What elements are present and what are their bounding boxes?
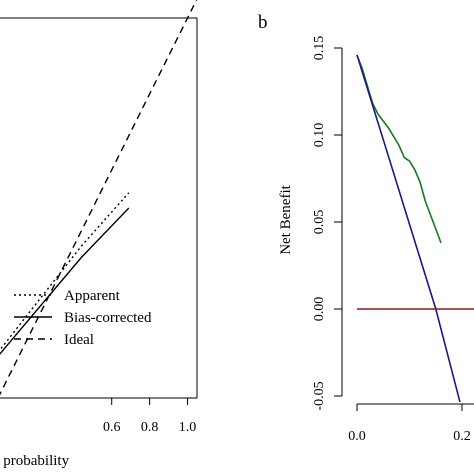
net-benefit-series <box>356 54 474 402</box>
calibration-line-solid <box>0 207 130 355</box>
calibration-legend: Apparent Bias-corrected Ideal <box>14 288 152 348</box>
calibration-panel: 0.6 0.8 1.0 d probability Apparent Bias-cor… <box>0 0 198 469</box>
net-benefit-lines <box>356 54 474 402</box>
calibration-x-axis: 0.6 0.8 1.0 <box>103 398 196 435</box>
net-benefit-x-tick-label: 0.0 <box>348 429 366 444</box>
net-benefit-y-tick-label: 0.05 <box>312 210 327 235</box>
net-benefit-y-tick-label: 0.00 <box>312 297 327 322</box>
net-benefit-x-axis: 0.0 0.2 <box>348 403 474 444</box>
net-benefit-y-axis: -0.05 0.00 0.05 0.10 0.15 <box>312 36 343 411</box>
panel-label-b: b <box>258 12 268 33</box>
net-benefit-panel: b -0.05 0.00 0.05 0.10 0.15 0.0 0.2 Net Benef… <box>258 12 474 444</box>
calibration-x-axis-label: d probability <box>0 453 70 469</box>
calibration-line-dashed <box>0 0 198 396</box>
net-benefit-model-curve <box>356 54 442 244</box>
net-benefit-y-tick-label: -0.05 <box>312 381 327 410</box>
legend-entry-label: Apparent <box>64 288 121 304</box>
net-benefit-treat-all-line <box>356 54 461 402</box>
legend-entry-label: Ideal <box>64 332 94 348</box>
legend-entry-label: Bias-corrected <box>64 310 152 326</box>
net-benefit-y-axis-label: Net Benefit <box>278 184 294 254</box>
calibration-x-tick-label: 0.6 <box>103 420 121 435</box>
net-benefit-y-tick-label: 0.10 <box>312 123 327 148</box>
calibration-x-tick-label: 1.0 <box>179 420 197 435</box>
calibration-plot-frame <box>0 17 198 399</box>
net-benefit-x-tick-label: 0.2 <box>453 429 471 444</box>
calibration-line-dotted <box>0 192 130 351</box>
net-benefit-y-tick-label: 0.15 <box>312 36 327 61</box>
calibration-x-tick-label: 0.8 <box>141 420 159 435</box>
